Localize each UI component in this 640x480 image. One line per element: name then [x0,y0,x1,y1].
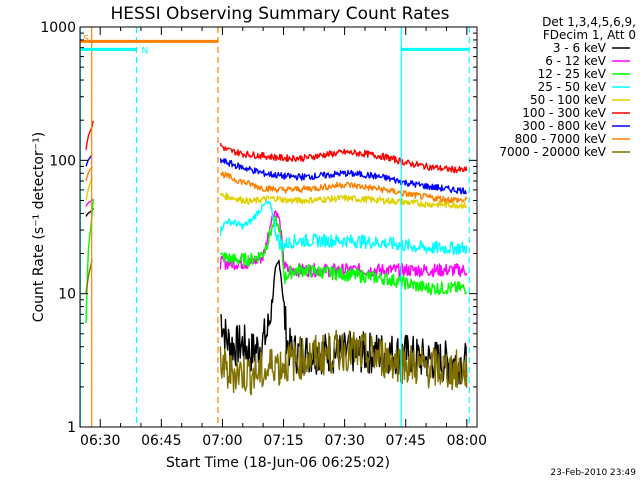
y-axis-label: Count Rate (s⁻¹ detector⁻¹) [31,132,47,322]
series-line-2 [85,199,468,324]
legend-label-3: 25 - 50 keV [538,80,607,94]
y-tick-label-2: 100 [49,153,76,169]
x-axis-label: Start Time (18-Jun-06 06:25:02) [166,455,390,471]
footer-timestamp: 23-Feb-2010 23:49 [550,468,636,478]
y-tick-label-0: 1 [67,420,76,436]
legend-header-line-2: FDecim 1, Att 0 [543,28,636,42]
series-line-5 [85,120,468,174]
legend-label-7: 800 - 7000 keV [515,132,607,146]
x-tick-label-2: 07:00 [202,433,242,449]
y-axis-ticks: 1 10 100 1000 [40,20,477,436]
x-tick-label-6: 08:00 [447,433,487,449]
x-tick-label-3: 07:15 [263,433,303,449]
series-line-8 [85,259,468,396]
x-tick-label-4: 07:30 [324,433,364,449]
annotation-label-0: S [83,34,89,44]
x-axis-ticks: 06:30 06:45 07:00 07:15 07:30 07:45 08:00 [80,27,487,449]
legend-label-1: 6 - 12 keV [545,54,607,68]
annotation-label-1: N [141,46,148,56]
x-tick-label-5: 07:45 [386,433,426,449]
legend-label-0: 3 - 6 keV [553,41,607,55]
plot-frame [79,26,478,428]
legend-label-2: 12 - 25 keV [538,67,607,81]
chart-title: HESSI Observing Summary Count Rates [110,4,449,24]
annotation-bars: SN [80,34,470,56]
legend: Det 1,3,4,5,6,9, FDecim 1, Att 0 3 - 6 k… [499,15,636,159]
series-line-3 [219,199,468,256]
series-layer [85,120,468,396]
legend-label-5: 100 - 300 keV [522,106,606,120]
x-tick-label-1: 06:45 [141,433,181,449]
y-tick-label-3: 1000 [40,20,76,36]
legend-header-line-1: Det 1,3,4,5,6,9, [542,15,636,29]
legend-label-6: 300 - 800 keV [522,119,606,133]
y-tick-label-1: 10 [58,287,76,303]
legend-label-4: 50 - 100 keV [530,93,607,107]
x-tick-label-0: 06:30 [80,433,120,449]
legend-label-8: 7000 - 20000 keV [499,145,606,159]
